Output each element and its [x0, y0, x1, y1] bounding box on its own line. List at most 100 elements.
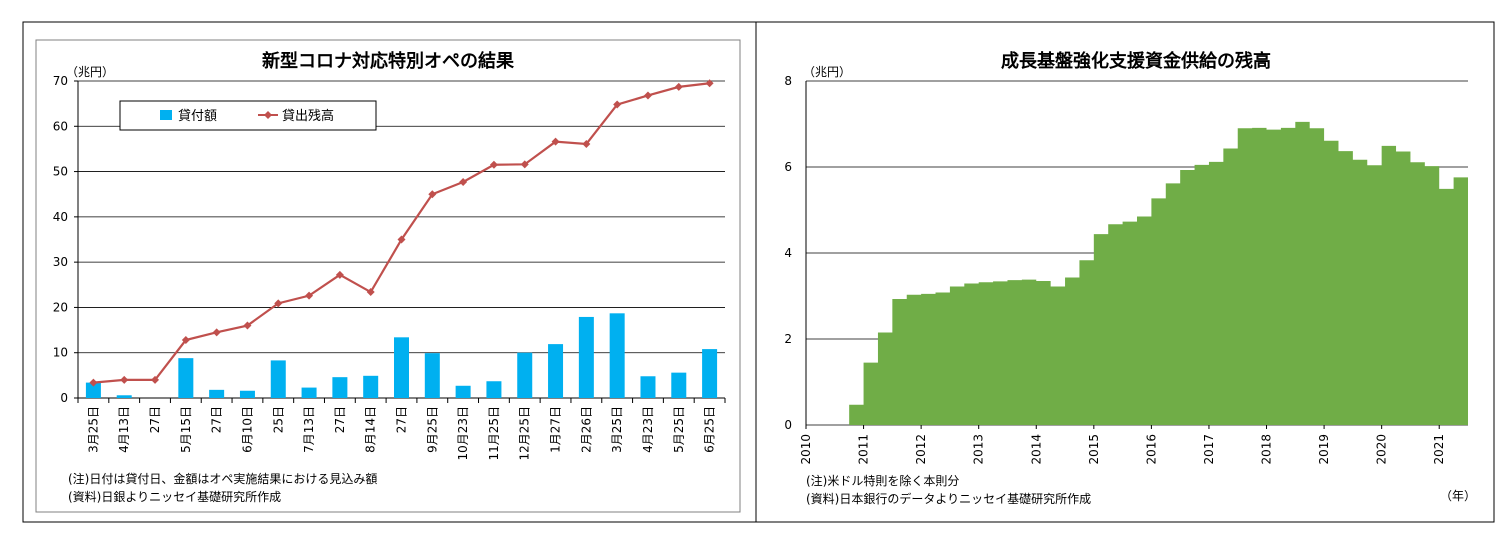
left-xtick-label: 2月26日 [579, 406, 593, 453]
legend-line-label: 貸出残高 [282, 108, 334, 124]
left-legend: 貸付額 貸出残高 [119, 100, 377, 131]
left-xtick-label: 4月23日 [641, 406, 655, 453]
left-xtick-label: 1月27日 [549, 406, 563, 453]
left-ytick-label: 10 [53, 346, 68, 360]
right-xtick-label: 2011 [857, 434, 871, 465]
left-xtick-label: 3月25日 [610, 406, 624, 453]
left-ytick-label: 60 [53, 119, 68, 133]
left-ytick-label: 0 [60, 391, 68, 405]
balance-marker [212, 328, 221, 337]
loan-amount-bar [270, 360, 286, 398]
right-ytick-label: 2 [784, 332, 792, 346]
right-xtick-label: 2012 [914, 434, 928, 465]
loan-amount-bar [394, 337, 409, 398]
loan-amount-bar [640, 376, 656, 398]
left-xtick-label: 5月25日 [672, 406, 686, 453]
left-xtick-label: 27日 [148, 406, 162, 433]
left-ytick-label: 40 [53, 210, 68, 224]
right-chart-title: 成長基盤強化支援資金供給の残高 [1001, 50, 1271, 72]
right-xtick-label: 2018 [1260, 434, 1274, 465]
legend-bar-swatch [160, 110, 172, 120]
left-ytick-label: 70 [53, 74, 68, 88]
left-xtick-label: 7月13日 [302, 406, 316, 453]
right-note: (注)米ドル特則を除く本則分 [806, 473, 959, 488]
balance-marker [459, 177, 468, 186]
balance-marker [489, 160, 498, 169]
left-chart-border [35, 39, 741, 513]
left-xtick-label: 3月25日 [86, 406, 100, 453]
loan-amount-bar [548, 344, 564, 398]
balance-marker [151, 375, 160, 384]
right-ytick-label: 6 [784, 160, 792, 174]
left-xtick-label: 10月23日 [456, 406, 470, 461]
right-chart: 成長基盤強化支援資金供給の残高 （兆円） 0 2 4 6 8 2010 2011 2012 2… [784, 50, 1476, 506]
left-note: (注)日付は貸付日、金額はオペ実施結果における見込み額 [68, 471, 377, 486]
loan-amount-bar [609, 313, 625, 398]
left-ytick-label: 20 [53, 300, 68, 314]
balance-marker [551, 137, 560, 146]
balance-marker [705, 79, 714, 88]
left-xtick-label: 6月25日 [703, 406, 717, 453]
right-xtick-label: 2020 [1375, 434, 1389, 465]
left-xtick-label: 6月10日 [240, 406, 254, 453]
loan-amount-bar [424, 353, 440, 398]
right-xtick-label: 2015 [1087, 434, 1101, 465]
balance-marker [120, 375, 129, 384]
legend-line-marker [264, 111, 272, 119]
left-xtick-label: 27日 [395, 406, 409, 433]
left-ytick-label: 50 [53, 165, 68, 179]
balance-marker [428, 190, 437, 199]
balance-marker [335, 270, 344, 279]
left-xtick-label: 25日 [271, 406, 285, 433]
balance-marker [181, 336, 190, 345]
left-ytick-label: 30 [53, 255, 68, 269]
loan-amount-bar [702, 349, 718, 398]
left-chart: 新型コロナ対応特別オペの結果 （兆円） 0 10 20 30 40 50 60 70 3月25… [53, 50, 726, 504]
left-xtick-label: 27日 [210, 406, 224, 433]
balance-marker [674, 82, 683, 91]
left-unit-label: （兆円） [66, 65, 114, 79]
outer-frame [22, 21, 1495, 523]
balance-marker [89, 378, 98, 387]
left-xtick-label: 12月25日 [518, 406, 532, 461]
loan-amount-bar [301, 387, 317, 398]
outstanding-balance-area [806, 121, 1468, 425]
left-xtick-label: 8月14日 [364, 406, 378, 453]
left-xtick-label: 9月25日 [425, 406, 439, 453]
right-ytick-label: 8 [784, 74, 792, 88]
right-xtick-label: 2019 [1317, 434, 1331, 465]
balance-marker [397, 235, 406, 244]
loan-amount-bar [486, 381, 502, 398]
balance-marker [582, 139, 591, 148]
legend-bar-label: 貸付額 [178, 108, 217, 124]
balance-marker [243, 321, 252, 330]
right-xtick-label: 2021 [1432, 434, 1446, 465]
balance-marker [520, 160, 529, 169]
legend-box [119, 100, 377, 131]
right-year-unit: （年） [1440, 489, 1476, 503]
balance-marker [366, 288, 375, 297]
loan-amount-bar [578, 316, 594, 398]
left-xtick-label: 11月25日 [487, 406, 501, 461]
left-source: (資料)日銀よりニッセイ基礎研究所作成 [68, 489, 281, 504]
right-unit-label: （兆円） [803, 65, 851, 79]
loan-amount-bar [85, 382, 101, 398]
left-xtick-label: 27日 [333, 406, 347, 433]
loan-amount-bar [517, 352, 533, 398]
left-xtick-label: 4月13日 [117, 406, 131, 453]
balance-marker [305, 291, 314, 300]
loan-amount-bar [239, 390, 255, 398]
right-source: (資料)日本銀行のデータよりニッセイ基礎研究所作成 [806, 491, 1091, 506]
balance-marker [613, 100, 622, 109]
right-xtick-label: 2010 [799, 434, 813, 465]
loan-amount-bar [363, 375, 379, 398]
balance-marker [274, 299, 283, 308]
loan-amount-bar [209, 389, 225, 398]
right-xtick-label: 2013 [972, 434, 986, 465]
right-xtick-label: 2017 [1202, 434, 1216, 465]
loan-amount-bar [455, 385, 471, 398]
right-xtick-label: 2014 [1029, 434, 1043, 465]
loan-amount-bar [671, 372, 687, 398]
left-xtick-label: 5月15日 [179, 406, 193, 453]
